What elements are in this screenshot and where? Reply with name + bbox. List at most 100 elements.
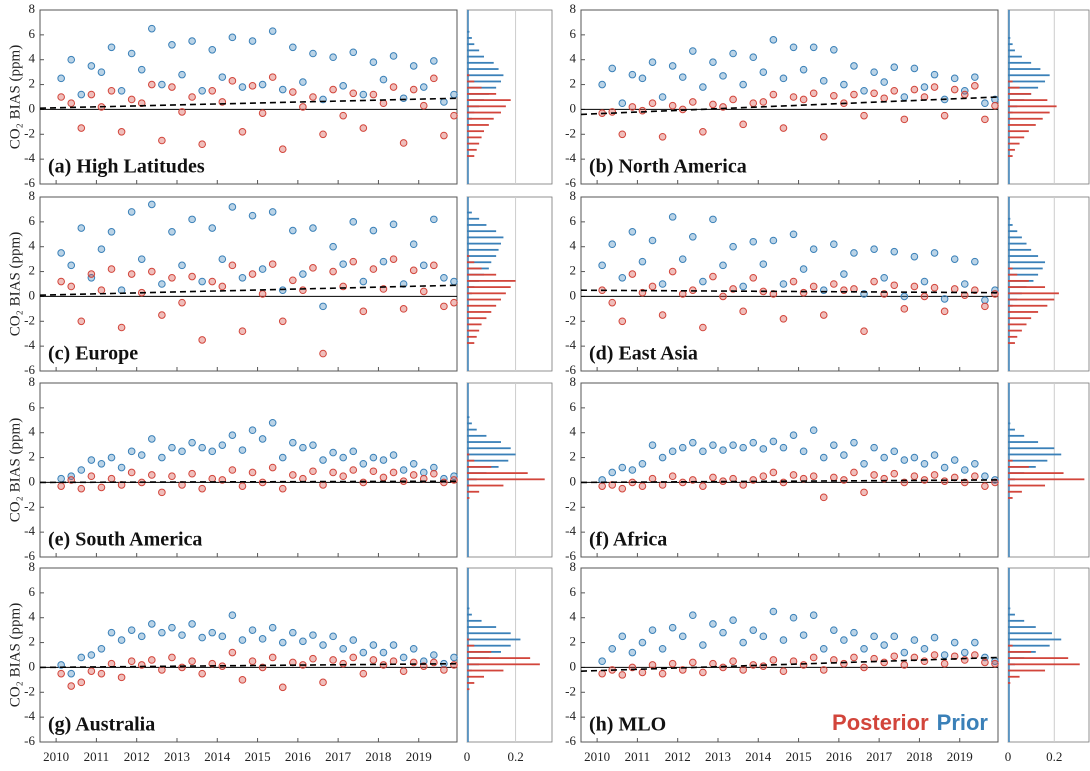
data-point [769, 607, 778, 616]
data-point [349, 257, 358, 266]
data-point [399, 305, 408, 313]
data-point [97, 245, 106, 253]
data-point [668, 213, 677, 221]
hist-bar [467, 298, 501, 301]
data-point [910, 85, 919, 94]
hist-bar [467, 459, 475, 462]
x-tick-label: 2010 [43, 749, 69, 764]
data-point [409, 62, 418, 70]
data-point [339, 453, 347, 462]
data-point [268, 623, 277, 632]
hist-bar [467, 304, 497, 307]
data-point [658, 280, 667, 288]
hist-bar [467, 86, 482, 89]
hist-bar [1008, 323, 1027, 326]
data-point [299, 270, 307, 278]
hist-bar [467, 43, 475, 46]
data-point [309, 264, 317, 272]
data-point [709, 441, 717, 449]
data-point [648, 626, 657, 634]
legend-label: Prior [937, 710, 989, 735]
data-point [678, 443, 687, 452]
data-point [920, 277, 929, 286]
data-point [981, 302, 989, 311]
data-point [910, 636, 919, 644]
data-point [158, 453, 166, 462]
hist-bar [1008, 99, 1048, 102]
data-point [228, 611, 237, 620]
data-point [228, 77, 237, 85]
data-point [819, 286, 828, 295]
data-point [359, 277, 368, 286]
data-point [950, 638, 959, 647]
data-point [238, 446, 247, 454]
data-point [319, 481, 327, 489]
data-point [789, 277, 798, 286]
data-point [991, 101, 999, 110]
data-point [339, 260, 347, 268]
data-point [830, 473, 838, 482]
data-point [930, 633, 939, 642]
x-tick-label: 2012 [124, 749, 150, 764]
y-tick-label: 0 [570, 658, 577, 673]
data-point [638, 257, 647, 266]
hist-bar [467, 472, 528, 475]
data-point [880, 641, 888, 649]
hist-bar [1008, 644, 1050, 647]
data-point [759, 632, 768, 641]
data-point [137, 65, 146, 74]
data-point [359, 307, 368, 316]
plot-frame [580, 9, 999, 185]
data-point [238, 273, 247, 282]
data-point [668, 472, 677, 481]
panel-title: (e) South America [48, 529, 202, 551]
data-point [198, 86, 206, 95]
data-point [799, 631, 808, 639]
y-tick-label: -4 [565, 708, 576, 723]
data-point [258, 80, 267, 89]
data-point [349, 89, 358, 98]
hist-bar [1008, 80, 1046, 83]
data-point [299, 103, 307, 111]
data-point [779, 280, 788, 288]
data-point [749, 626, 758, 634]
data-point [880, 78, 888, 86]
data-point [819, 666, 828, 674]
data-point [198, 443, 206, 452]
data-point [430, 469, 438, 478]
y-tick-label: 0 [29, 287, 36, 302]
hist-bar [1008, 613, 1015, 616]
y-tick-label: 2 [570, 76, 577, 91]
y-tick-label: 6 [29, 213, 36, 228]
y-tick-label: 8 [29, 374, 36, 389]
data-point [890, 63, 899, 71]
x-tick-label: 2013 [705, 749, 731, 764]
data-point [178, 447, 186, 456]
data-point [158, 488, 166, 497]
data-point [319, 349, 327, 358]
data-point [67, 261, 76, 270]
data-point [117, 86, 126, 95]
hist-bar [467, 124, 489, 126]
panel-title: (c) Europe [48, 343, 138, 365]
hist-bar [1008, 111, 1050, 114]
hist-frame [466, 567, 553, 743]
data-point [628, 70, 637, 79]
data-point [769, 437, 778, 446]
data-point [278, 85, 287, 94]
data-point [699, 323, 707, 332]
data-point [148, 24, 156, 33]
data-point [107, 474, 116, 483]
data-point [208, 45, 217, 54]
data-point [188, 37, 196, 45]
data-point [850, 628, 858, 637]
data-point [850, 90, 858, 99]
data-point [77, 484, 86, 493]
data-point [419, 101, 428, 110]
data-point [289, 226, 297, 235]
data-point [749, 273, 758, 282]
data-point [77, 90, 86, 99]
data-point [689, 98, 697, 106]
data-point [319, 456, 327, 464]
data-point [860, 459, 868, 468]
